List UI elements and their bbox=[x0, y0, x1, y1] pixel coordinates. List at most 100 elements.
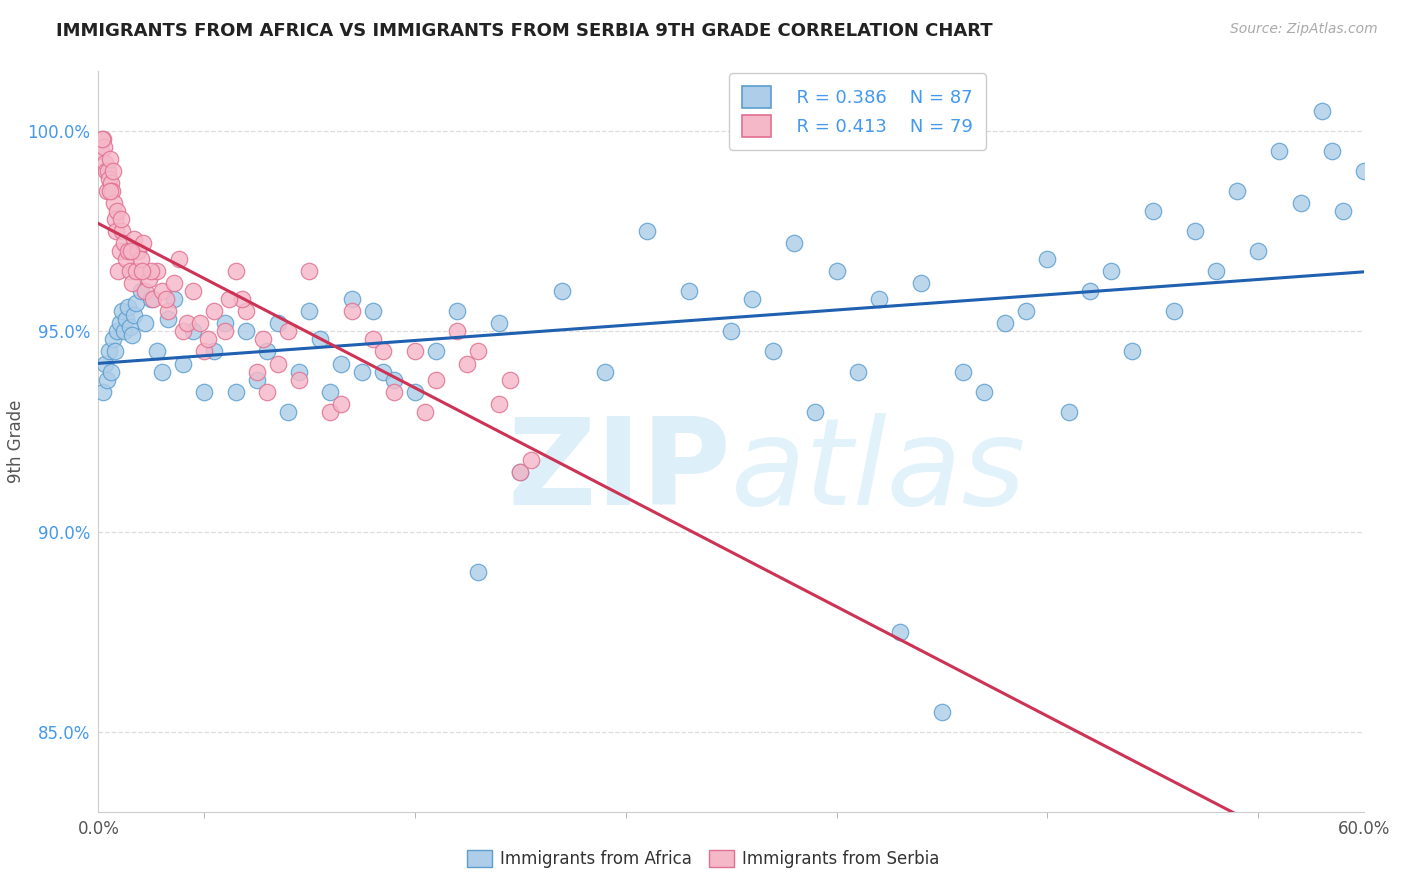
Point bbox=[98, 172, 121, 186]
Point bbox=[172, 325, 194, 339]
Point bbox=[298, 264, 321, 278]
Point bbox=[319, 404, 342, 418]
Point bbox=[214, 317, 236, 331]
Point bbox=[121, 277, 143, 291]
Point bbox=[910, 277, 932, 291]
Point bbox=[1226, 185, 1249, 199]
Point bbox=[98, 185, 121, 199]
Point bbox=[104, 212, 127, 227]
Point bbox=[125, 264, 148, 278]
Point bbox=[107, 264, 129, 278]
Point bbox=[846, 364, 869, 378]
Point bbox=[287, 364, 309, 378]
Point bbox=[256, 384, 278, 399]
Point bbox=[163, 277, 186, 291]
Point bbox=[108, 317, 131, 331]
Point bbox=[1289, 196, 1312, 211]
Point bbox=[277, 404, 299, 418]
Point bbox=[108, 244, 131, 259]
Point bbox=[636, 224, 658, 238]
Point bbox=[329, 396, 352, 410]
Point bbox=[1078, 285, 1101, 299]
Point bbox=[266, 317, 290, 331]
Point bbox=[138, 272, 160, 286]
Point bbox=[1036, 252, 1059, 267]
Point bbox=[551, 285, 574, 299]
Point bbox=[110, 212, 132, 227]
Point bbox=[183, 325, 205, 339]
Point bbox=[509, 465, 531, 479]
Text: Source: ZipAtlas.com: Source: ZipAtlas.com bbox=[1230, 22, 1378, 37]
Point bbox=[112, 236, 135, 251]
Legend:   R = 0.386    N = 87,   R = 0.413    N = 79: R = 0.386 N = 87, R = 0.413 N = 79 bbox=[730, 73, 986, 150]
Point bbox=[1310, 104, 1333, 119]
Point bbox=[404, 344, 426, 359]
Point bbox=[100, 177, 122, 191]
Point bbox=[488, 396, 510, 410]
Point bbox=[425, 344, 447, 359]
Text: ZIP: ZIP bbox=[508, 413, 731, 530]
Point bbox=[246, 364, 269, 378]
Point bbox=[111, 304, 132, 318]
Point bbox=[157, 312, 180, 326]
Point bbox=[121, 328, 143, 343]
Point bbox=[94, 164, 117, 178]
Point bbox=[107, 204, 129, 219]
Point bbox=[101, 185, 124, 199]
Point bbox=[404, 384, 426, 399]
Point bbox=[120, 244, 142, 259]
Point bbox=[498, 372, 520, 386]
Point bbox=[1163, 304, 1185, 318]
Point bbox=[117, 301, 139, 315]
Point bbox=[593, 364, 616, 378]
Point bbox=[783, 236, 806, 251]
Point bbox=[202, 344, 225, 359]
Point bbox=[340, 293, 363, 307]
Point bbox=[129, 252, 152, 267]
Point bbox=[93, 156, 117, 170]
Point bbox=[115, 252, 138, 267]
Point bbox=[329, 357, 352, 371]
Point bbox=[382, 372, 405, 386]
Point bbox=[467, 565, 489, 579]
Point bbox=[825, 264, 848, 278]
Point bbox=[117, 244, 139, 259]
Point bbox=[868, 293, 890, 307]
Text: IMMIGRANTS FROM AFRICA VS IMMIGRANTS FROM SERBIA 9TH GRADE CORRELATION CHART: IMMIGRANTS FROM AFRICA VS IMMIGRANTS FRO… bbox=[56, 22, 993, 40]
Point bbox=[128, 244, 150, 259]
Point bbox=[124, 309, 146, 323]
Point bbox=[1121, 344, 1143, 359]
Point bbox=[97, 164, 120, 178]
Point bbox=[509, 465, 531, 479]
Point bbox=[309, 333, 332, 347]
Point bbox=[111, 224, 132, 238]
Point bbox=[150, 364, 173, 378]
Point bbox=[218, 293, 240, 307]
Point bbox=[446, 325, 468, 339]
Point bbox=[1322, 145, 1344, 159]
Point bbox=[105, 224, 128, 238]
Point bbox=[973, 384, 995, 399]
Point bbox=[266, 357, 290, 371]
Point bbox=[225, 384, 247, 399]
Point bbox=[93, 357, 117, 371]
Point bbox=[98, 344, 121, 359]
Point bbox=[100, 364, 122, 378]
Point bbox=[104, 344, 127, 359]
Legend: Immigrants from Africa, Immigrants from Serbia: Immigrants from Africa, Immigrants from … bbox=[460, 843, 946, 875]
Point bbox=[994, 317, 1017, 331]
Y-axis label: 9th Grade: 9th Grade bbox=[7, 400, 25, 483]
Point bbox=[467, 344, 489, 359]
Point bbox=[193, 384, 215, 399]
Point bbox=[142, 293, 165, 307]
Point bbox=[90, 145, 112, 159]
Text: atlas: atlas bbox=[731, 413, 1026, 530]
Point bbox=[352, 364, 374, 378]
Point bbox=[120, 320, 141, 334]
Point bbox=[132, 236, 155, 251]
Point bbox=[1184, 224, 1206, 238]
Point bbox=[93, 140, 115, 154]
Point bbox=[172, 357, 194, 371]
Point bbox=[103, 196, 125, 211]
Point bbox=[91, 384, 114, 399]
